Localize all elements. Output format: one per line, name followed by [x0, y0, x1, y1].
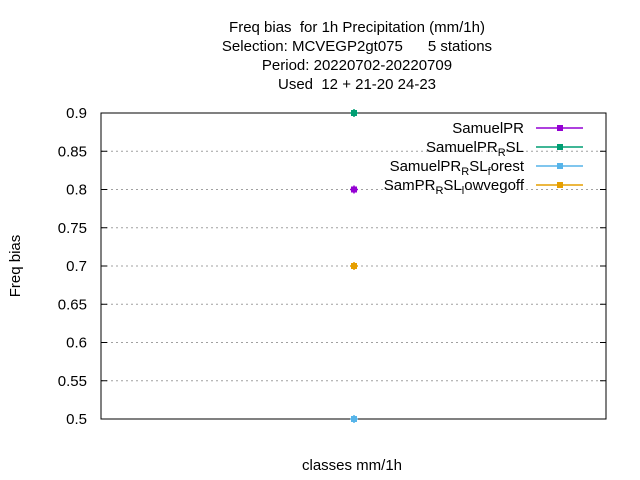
data-point: [350, 415, 358, 423]
y-tick-label: 0.6: [66, 335, 87, 352]
y-tick-label: 0.5: [66, 411, 87, 428]
x-axis-label: classes mm/1h: [302, 457, 402, 474]
title-line: Freq bias for 1h Precipitation (mm/1h): [229, 19, 485, 36]
legend: SamuelPR SamuelPRRSLSamuelPRRSLforestSamP…: [384, 120, 583, 197]
legend-label: SamPRRSLlowvegoff: [384, 177, 525, 197]
title-line: Used 12 + 21-20 24-23: [278, 76, 436, 93]
legend-entry: SamPRRSLlowvegoff: [384, 177, 583, 197]
y-tick-label: 0.65: [58, 296, 87, 313]
data-point: [350, 109, 358, 117]
legend-label: SamuelPRRSLforest: [390, 158, 525, 178]
title-line: Selection: MCVEGP2gt075 5 stations: [222, 38, 492, 55]
y-tick-labels: 0.5 0.55 0.6 0.65 0.7 0.75 0.8 0.85 0.9: [58, 105, 87, 428]
legend-marker: [557, 163, 563, 169]
legend-entry: SamuelPR: [452, 120, 583, 137]
legend-entry: SamuelPRRSL: [426, 139, 583, 159]
legend-label: SamuelPR: [452, 120, 524, 137]
data-point: [350, 185, 358, 194]
chart-title: Freq bias for 1h Precipitation (mm/1h) Se…: [222, 19, 492, 93]
legend-marker: [557, 125, 563, 131]
legend-entry: SamuelPRRSLforest: [390, 158, 583, 178]
y-tick-label: 0.8: [66, 182, 87, 199]
title-line: Period: 20220702-20220709: [262, 57, 452, 74]
data-point: [350, 262, 358, 270]
y-tick-label: 0.75: [58, 220, 87, 237]
y-tick-label: 0.85: [58, 143, 87, 160]
legend-marker: [557, 144, 563, 150]
y-axis-label: Freq bias: [7, 235, 24, 298]
y-tick-label: 0.7: [66, 258, 87, 275]
data-points: [350, 109, 358, 423]
y-tick-label: 0.9: [66, 105, 87, 122]
y-tick-label: 0.55: [58, 373, 87, 390]
legend-label: SamuelPRRSL: [426, 139, 524, 159]
legend-marker: [557, 182, 563, 188]
